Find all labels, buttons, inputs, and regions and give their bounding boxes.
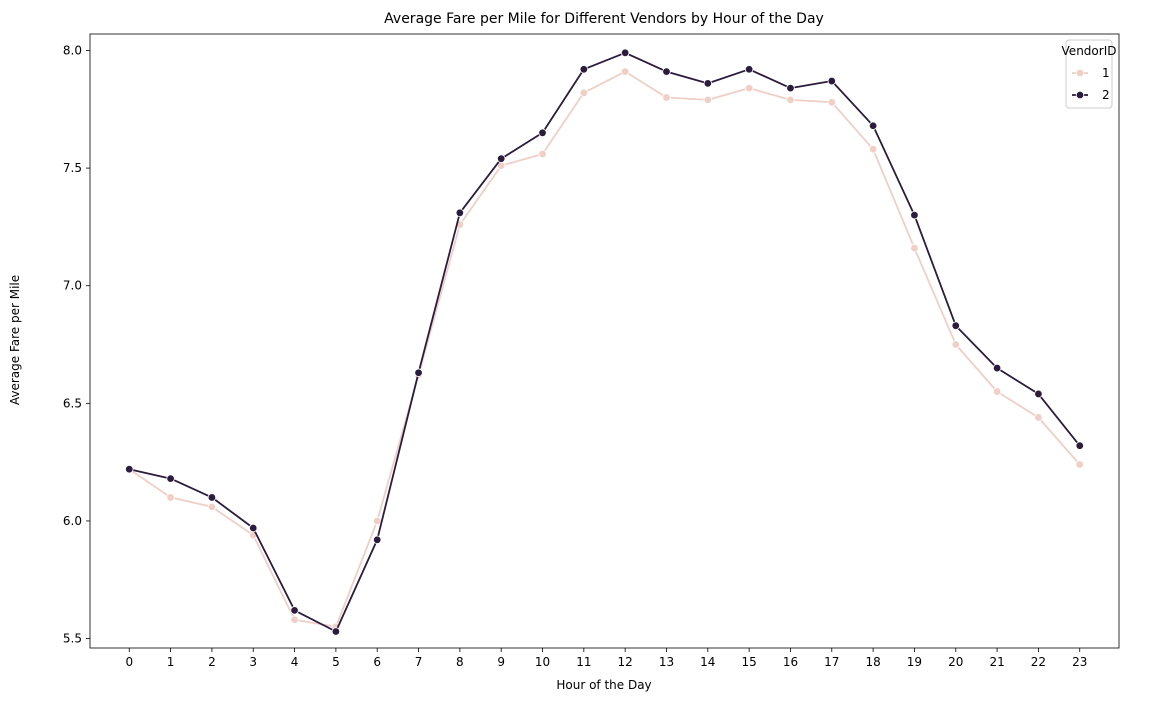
series-1-point [827, 98, 836, 107]
y-tick-label: 5.5 [63, 632, 82, 646]
series-1-point [1075, 460, 1084, 469]
series-1-point [207, 502, 217, 512]
series-2-point [373, 535, 382, 544]
y-tick-label: 7.0 [63, 279, 82, 293]
series-2-line [129, 51, 1081, 633]
x-tick-label: 6 [373, 655, 381, 669]
series-2-point [744, 65, 754, 74]
y-tick-label: 6.5 [63, 396, 82, 410]
x-tick-label: 4 [291, 655, 299, 669]
x-tick-label: 23 [1072, 655, 1087, 669]
y-tick-label: 6.0 [63, 514, 82, 528]
x-tick-label: 22 [1031, 655, 1046, 669]
series-2-point [868, 121, 878, 130]
series-1-point [166, 493, 175, 502]
x-tick-label: 21 [989, 655, 1004, 669]
x-tick-label: 1 [167, 655, 175, 669]
series-2-point [249, 523, 258, 533]
series-1-point [786, 95, 795, 105]
plot-area: 0 1 2 3 4 5 6 7 8 9 10 11 12 13 14 15 16 17 18 19 20 21 22 235.… [63, 33, 1120, 669]
series-1-point [868, 145, 878, 154]
x-tick-label: 20 [948, 655, 963, 669]
series-1-point [538, 149, 547, 159]
x-tick-label: 9 [497, 655, 505, 669]
series-1-point [662, 93, 671, 102]
series-2-point [827, 76, 836, 86]
series-2-point [579, 65, 589, 74]
x-tick-label: 12 [618, 655, 633, 669]
series-1-point [579, 88, 589, 98]
series-2-point [455, 208, 465, 217]
series-2-point [538, 128, 547, 138]
plot-frame [89, 33, 1120, 649]
series-2-point [951, 321, 960, 330]
series-1-point [744, 83, 754, 93]
legend-box [1065, 39, 1113, 109]
x-tick-label: 3 [249, 655, 257, 669]
series-1-line [128, 70, 1081, 628]
x-axis-label: Hour of the Day [556, 678, 651, 692]
y-tick-label: 8.0 [63, 43, 82, 57]
series-1-point [373, 516, 382, 526]
x-tick-label: 11 [576, 655, 591, 669]
x-tick-label: 2 [208, 655, 216, 669]
series-2-point [496, 154, 506, 163]
x-tick-label: 15 [741, 655, 756, 669]
x-tick-label: 13 [659, 655, 674, 669]
series-2-point [910, 210, 919, 220]
y-axis-label: Average Fare per Mile [8, 275, 22, 405]
legend-title: VendorID [1062, 44, 1117, 58]
x-tick-label: 18 [865, 655, 880, 669]
series-2-point [166, 474, 175, 483]
series-2-point [125, 465, 134, 474]
legend-swatch-marker [1075, 90, 1085, 100]
series-1-point [703, 95, 713, 105]
series-2-point [703, 79, 713, 88]
series-1-point [290, 615, 299, 624]
series-2-point [207, 493, 217, 502]
legend-swatch-marker [1075, 68, 1085, 78]
series-2-point [1034, 389, 1043, 399]
x-tick-label: 0 [125, 655, 133, 669]
series-2-point [290, 606, 299, 615]
series-2-point [331, 627, 341, 636]
series-1-point [951, 340, 960, 349]
series-2-point [786, 83, 795, 93]
series-1-point [992, 387, 1002, 396]
series-2-point [414, 368, 423, 377]
series-1-point [1034, 413, 1043, 422]
series-2-point [992, 363, 1002, 373]
series-1-point [910, 243, 919, 253]
x-tick-label: 5 [332, 655, 340, 669]
legend-entry-label: 1 [1102, 66, 1110, 80]
x-tick-label: 7 [415, 655, 423, 669]
series-2-point [1075, 441, 1084, 450]
x-tick-label: 16 [783, 655, 798, 669]
series-2-point [620, 48, 630, 58]
x-tick-label: 17 [824, 655, 839, 669]
x-tick-label: 8 [456, 655, 464, 669]
x-tick-label: 10 [535, 655, 550, 669]
legend: VendorID 1 2 [1062, 39, 1117, 109]
legend-entry-label: 2 [1102, 88, 1110, 102]
series-1-point [620, 67, 630, 76]
series-2-point [662, 67, 671, 76]
chart-title: Average Fare per Mile for Different Vend… [384, 11, 824, 27]
y-tick-label: 7.5 [63, 161, 82, 175]
x-tick-label: 19 [907, 655, 922, 669]
x-tick-label: 14 [700, 655, 715, 669]
